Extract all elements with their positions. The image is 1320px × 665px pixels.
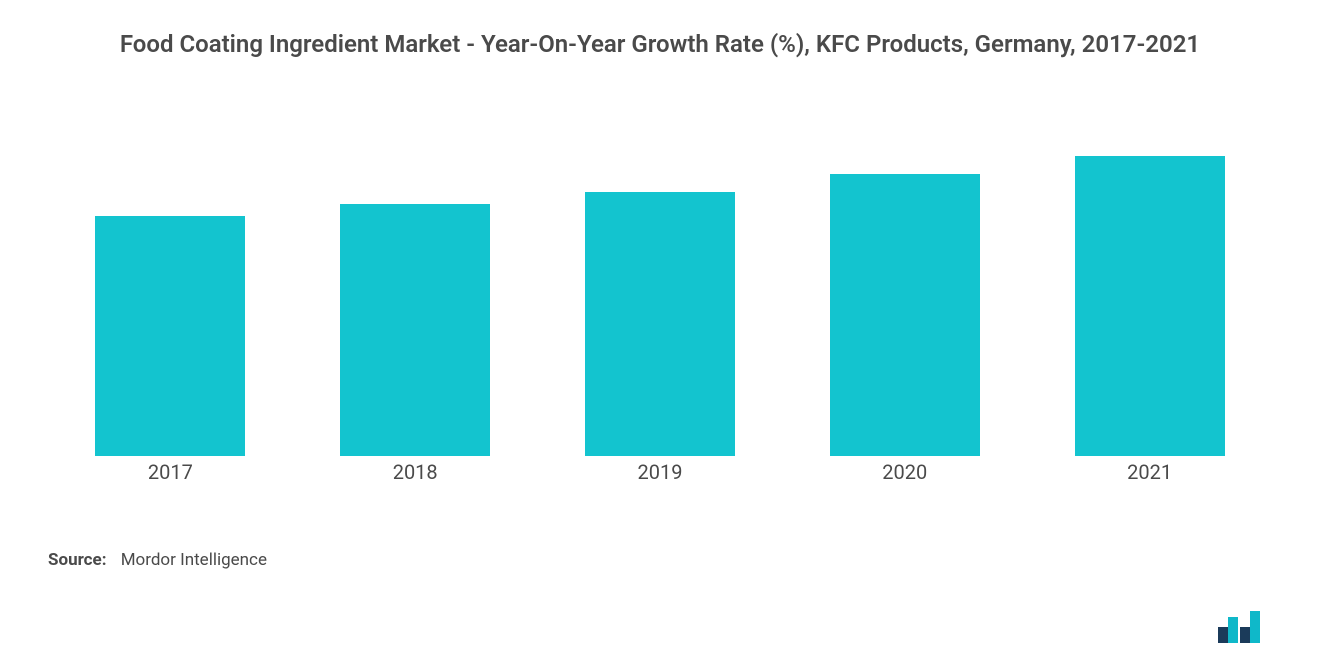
bar-2021 [1075,156,1225,456]
x-label: 2020 [782,460,1027,490]
bar-2020 [830,174,980,456]
bar-2018 [340,204,490,456]
bar-slot [1027,120,1272,456]
bar-slot [782,120,1027,456]
mordor-logo-icon [1216,609,1272,645]
bars-container [48,120,1272,456]
bar-2019 [585,192,735,456]
bar-slot [293,120,538,456]
bar-slot [538,120,783,456]
source-label: Source: [48,550,106,570]
chart-title: Food Coating Ingredient Market - Year-On… [110,28,1210,60]
x-label: 2019 [538,460,783,490]
bar-slot [48,120,293,456]
bar-2017 [95,216,245,456]
x-axis-labels: 2017 2018 2019 2020 2021 [48,460,1272,490]
x-label: 2017 [48,460,293,490]
source-attribution: Source: Mordor Intelligence [48,550,1272,570]
x-label: 2018 [293,460,538,490]
chart-plot-area: 2017 2018 2019 2020 2021 [48,120,1272,490]
source-value: Mordor Intelligence [121,550,267,570]
x-label: 2021 [1027,460,1272,490]
